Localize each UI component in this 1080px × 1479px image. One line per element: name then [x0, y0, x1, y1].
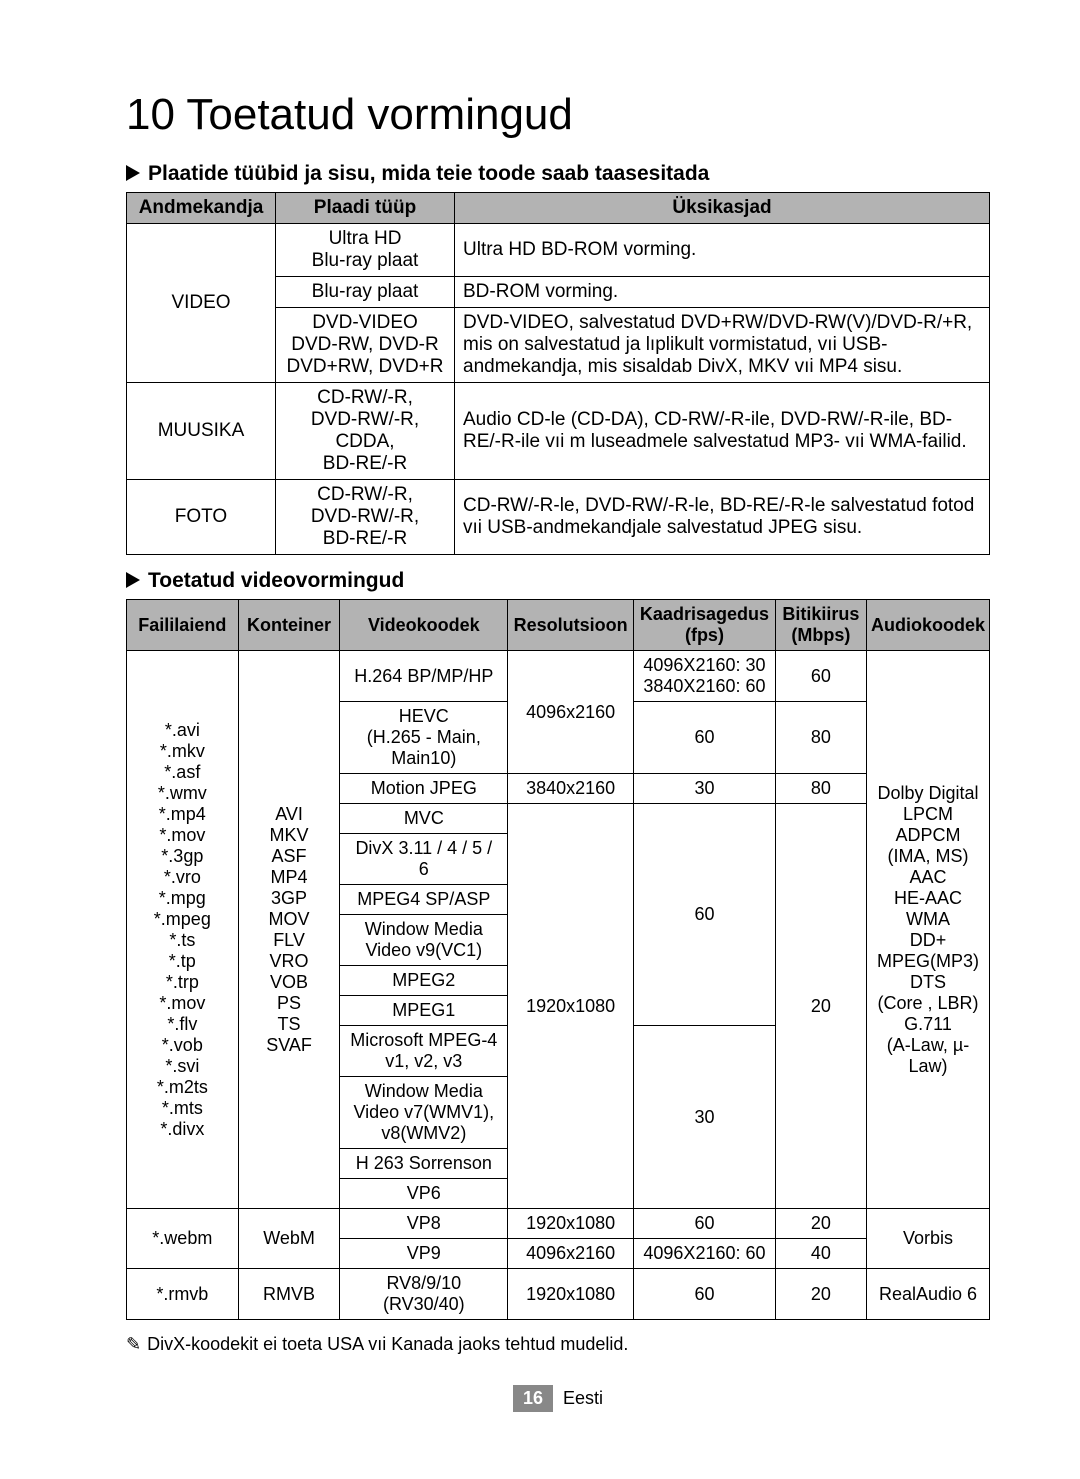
cell: VP8: [340, 1209, 508, 1239]
section1-heading: Plaatide tüübid ja sisu, mida teie toode…: [126, 162, 990, 186]
cell: H 263 Sorrenson: [340, 1149, 508, 1179]
cell: DVD-VIDEO DVD-RW, DVD-R DVD+RW, DVD+R: [276, 308, 455, 383]
cell: Window Media Video v7(WMV1), v8(WMV2): [340, 1077, 508, 1149]
cell-photo: FOTO: [127, 480, 276, 555]
cell: 30: [634, 774, 776, 804]
cell: 80: [775, 774, 866, 804]
cell: 4096X2160: 60: [634, 1239, 776, 1269]
cell: 4096x2160: [508, 1239, 634, 1269]
cell-video: VIDEO: [127, 224, 276, 383]
th-details: Üksikasjad: [455, 193, 990, 224]
cell: DivX 3.11 / 4 / 5 / 6: [340, 834, 508, 885]
chapter-title: 10 Toetatud vormingud: [126, 90, 990, 140]
video-formats-table: Faililaiend Konteiner Videokoodek Resolu…: [126, 599, 990, 1320]
cell: 1920x1080: [508, 1269, 634, 1320]
page-footer: 16 Eesti: [126, 1385, 990, 1412]
cell: 20: [775, 1209, 866, 1239]
th-vcodec: Videokoodek: [340, 600, 508, 651]
footnote: ✎DivX-koodekit ei toeta USA vıi Kanada j…: [126, 1334, 990, 1355]
cell: BD-ROM vorming.: [455, 277, 990, 308]
th-type: Plaadi tüüp: [276, 193, 455, 224]
cell: 40: [775, 1239, 866, 1269]
th-acodec: Audiokoodek: [866, 600, 989, 651]
cell: RMVB: [238, 1269, 340, 1320]
section2-heading: Toetatud videovormingud: [126, 569, 990, 593]
cell: 60: [634, 1269, 776, 1320]
cell-cont: AVI MKV ASF MP4 3GP MOV FLV VRO VOB PS T…: [238, 651, 340, 1209]
chapter-number: 10: [126, 90, 175, 139]
note-icon: ✎: [126, 1334, 141, 1355]
cell: DVD-VIDEO, salvestatud DVD+RW/DVD-RW(V)/…: [455, 308, 990, 383]
th-res: Resolutsioon: [508, 600, 634, 651]
cell: Motion JPEG: [340, 774, 508, 804]
cell: 60: [634, 702, 776, 774]
cell: 80: [775, 702, 866, 774]
triangle-icon: [126, 572, 140, 588]
th-bitrate: Bitikiirus (Mbps): [775, 600, 866, 651]
page-number: 16: [513, 1385, 553, 1412]
th-fps: Kaadrisagedus (fps): [634, 600, 776, 651]
cell: 60: [634, 1209, 776, 1239]
cell: 1920x1080: [508, 1209, 634, 1239]
cell: Ultra HD Blu-ray plaat: [276, 224, 455, 277]
chapter-title-text: Toetatud vormingud: [186, 90, 572, 139]
cell: 30: [634, 1026, 776, 1209]
cell: CD-RW/-R, DVD-RW/-R, CDDA, BD-RE/-R: [276, 383, 455, 480]
cell: Ultra HD BD-ROM vorming.: [455, 224, 990, 277]
cell: *.rmvb: [127, 1269, 239, 1320]
cell: 20: [775, 804, 866, 1209]
cell: 3840x2160: [508, 774, 634, 804]
cell: MPEG1: [340, 996, 508, 1026]
th-media: Andmekandja: [127, 193, 276, 224]
cell: 20: [775, 1269, 866, 1320]
cell: 4096X2160: 30 3840X2160: 60: [634, 651, 776, 702]
cell: VP6: [340, 1179, 508, 1209]
cell: MPEG4 SP/ASP: [340, 885, 508, 915]
cell: HEVC (H.265 - Main, Main10): [340, 702, 508, 774]
cell: Microsoft MPEG-4 v1, v2, v3: [340, 1026, 508, 1077]
cell: 1920x1080: [508, 804, 634, 1209]
cell: 4096x2160: [508, 651, 634, 774]
cell: Audio CD-le (CD-DA), CD-RW/-R-ile, DVD-R…: [455, 383, 990, 480]
cell-acodec: Dolby Digital LPCM ADPCM (IMA, MS) AAC H…: [866, 651, 989, 1209]
disc-types-table: Andmekandja Plaadi tüüp Üksikasjad VIDEO…: [126, 192, 990, 555]
cell-ext: *.avi *.mkv *.asf *.wmv *.mp4 *.mov *.3g…: [127, 651, 239, 1209]
cell: Vorbis: [866, 1209, 989, 1269]
th-cont: Konteiner: [238, 600, 340, 651]
cell: MVC: [340, 804, 508, 834]
cell: WebM: [238, 1209, 340, 1269]
cell: Blu-ray plaat: [276, 277, 455, 308]
cell: CD-RW/-R, DVD-RW/-R, BD-RE/-R: [276, 480, 455, 555]
cell: *.webm: [127, 1209, 239, 1269]
cell: RealAudio 6: [866, 1269, 989, 1320]
cell: 60: [634, 804, 776, 1026]
triangle-icon: [126, 165, 140, 181]
cell: VP9: [340, 1239, 508, 1269]
cell: H.264 BP/MP/HP: [340, 651, 508, 702]
cell-music: MUUSIKA: [127, 383, 276, 480]
footer-lang: Eesti: [563, 1388, 603, 1408]
cell: Window Media Video v9(VC1): [340, 915, 508, 966]
cell: RV8/9/10 (RV30/40): [340, 1269, 508, 1320]
cell: MPEG2: [340, 966, 508, 996]
cell: 60: [775, 651, 866, 702]
cell: CD-RW/-R-le, DVD-RW/-R-le, BD-RE/-R-le s…: [455, 480, 990, 555]
th-ext: Faililaiend: [127, 600, 239, 651]
